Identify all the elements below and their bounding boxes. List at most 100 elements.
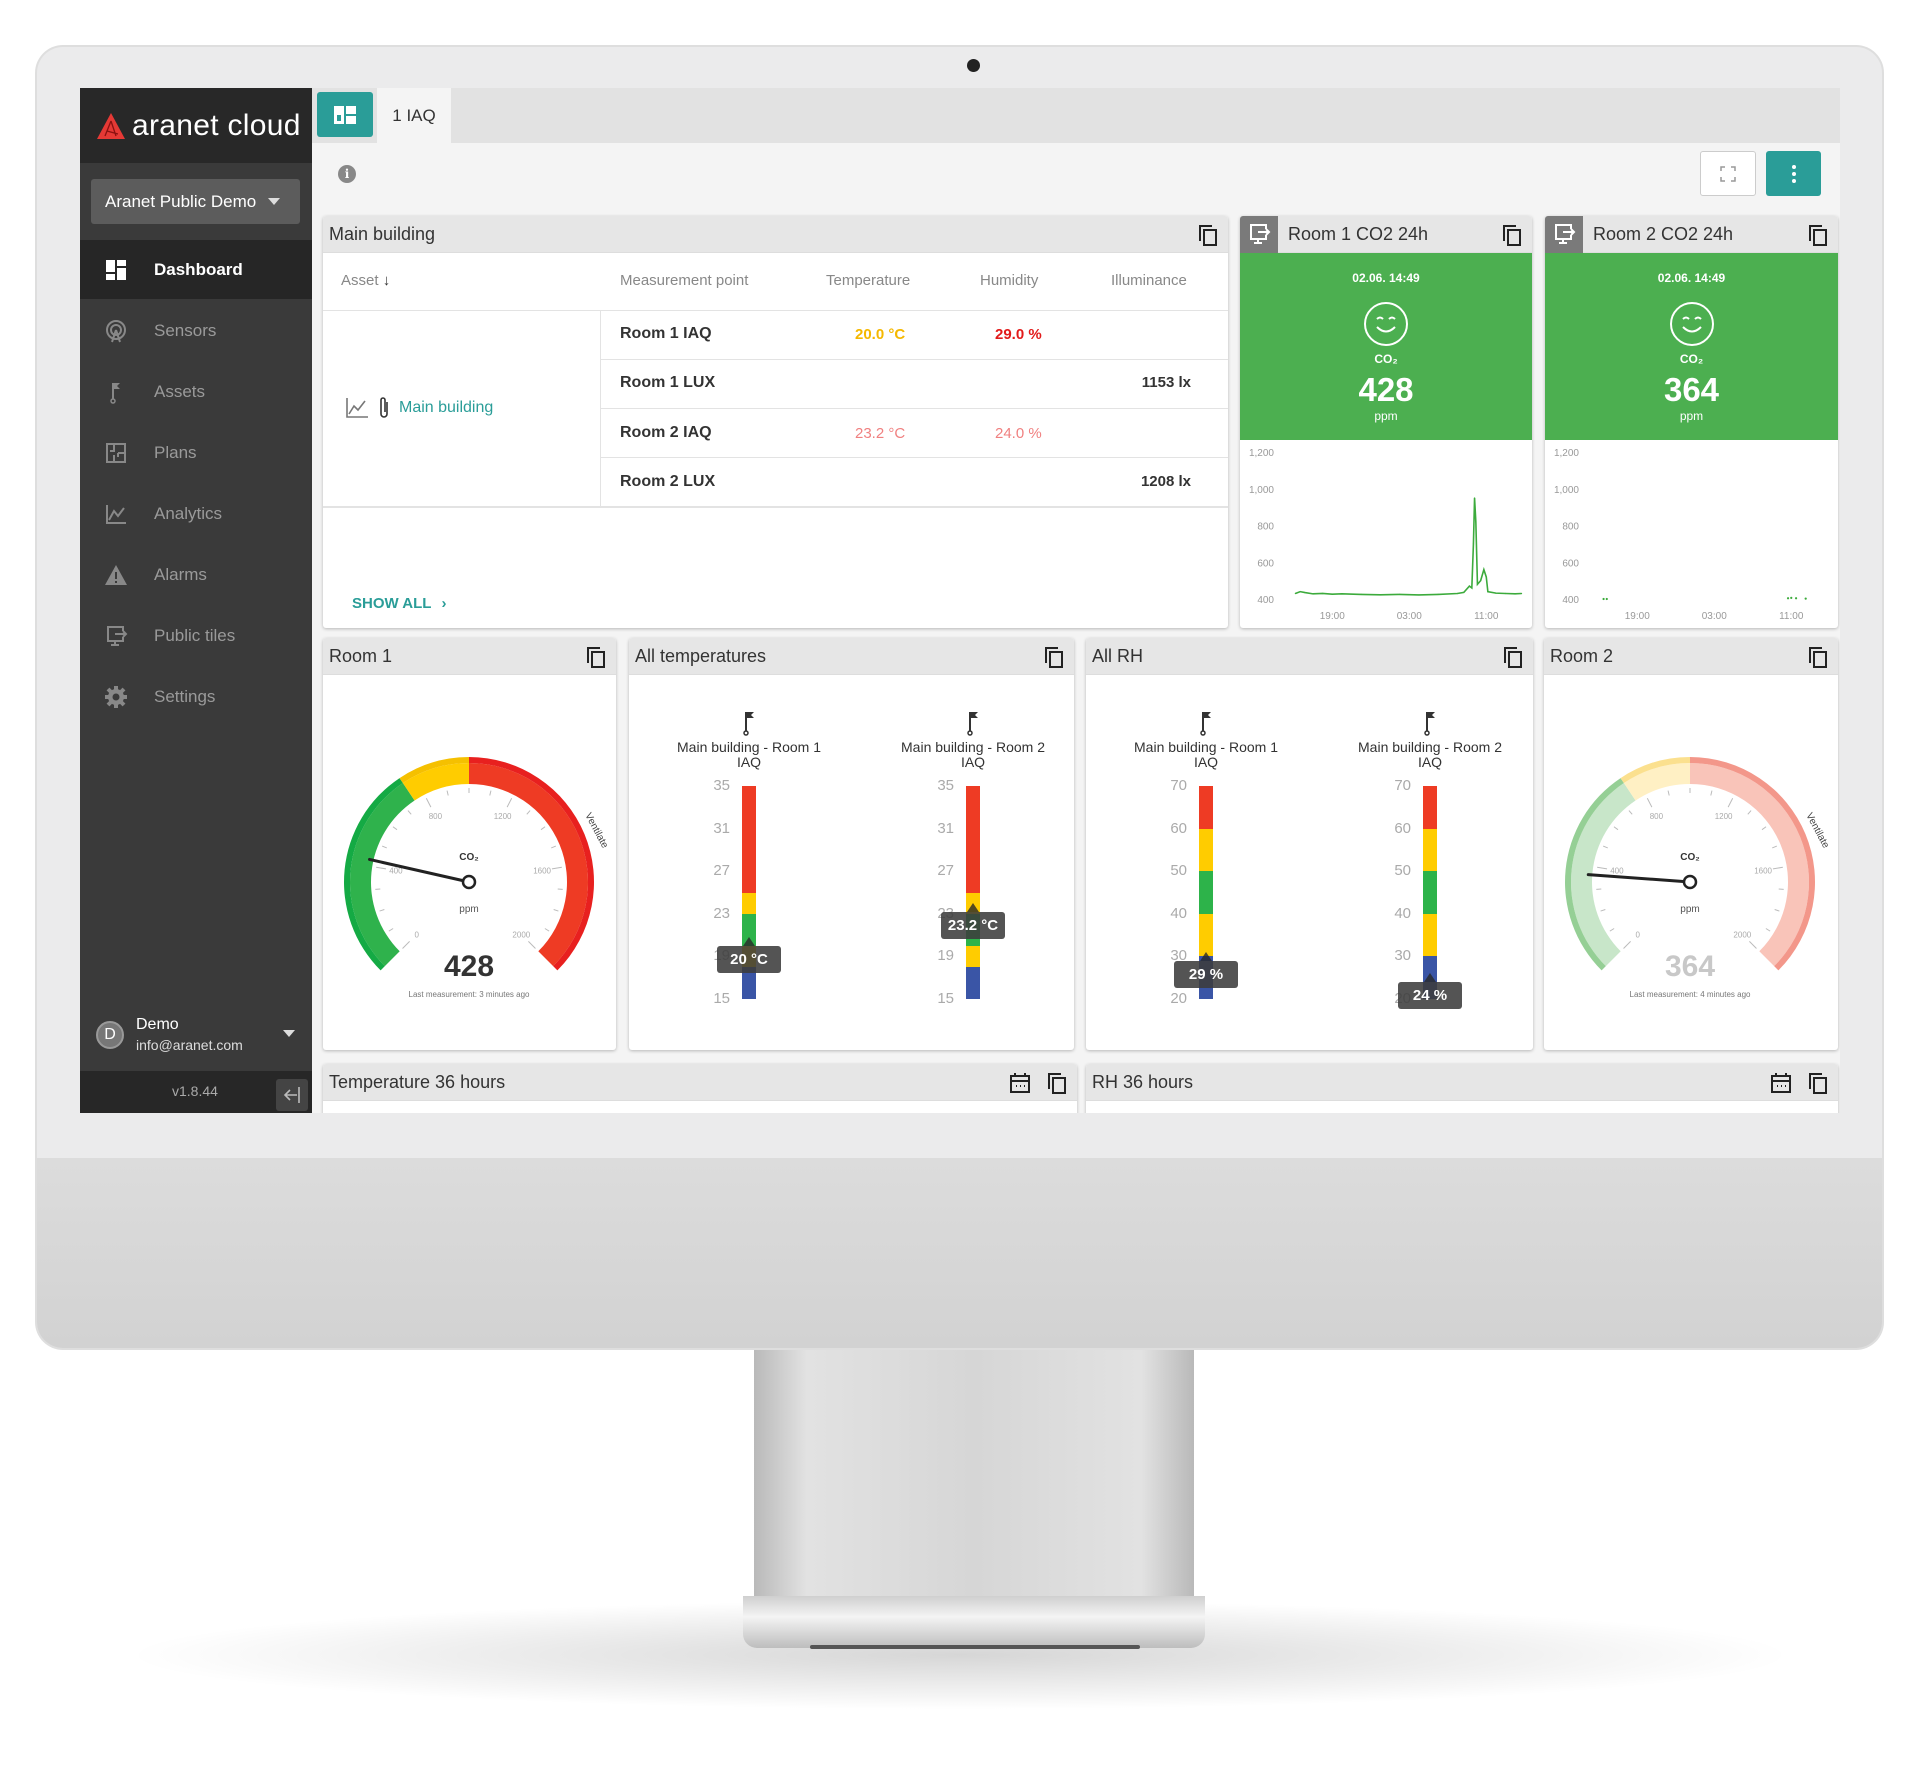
co2-24h-chart: 1,200 1,000 800 600 400 19:00 03:00 11:00 [1554,448,1807,622]
copy-icon[interactable] [1503,646,1523,668]
gauge-tick [1613,826,1619,831]
x-tick-label: 19:00 [1320,611,1345,622]
column-header-asset[interactable]: Asset ↓ [341,272,391,289]
more-options-button[interactable] [1766,151,1821,196]
scale-tick-label: 15 [937,990,954,1007]
chart-line-icon[interactable] [345,397,369,419]
gauge-zone-edge [399,757,469,784]
tile-title: Room 2 CO2 24h [1593,223,1734,244]
copy-icon[interactable] [1502,224,1522,246]
value-pointer-icon [1200,951,1212,961]
show-all-link[interactable]: SHOW ALL › [352,595,447,612]
thermometer-band [1423,871,1437,914]
copy-icon[interactable] [1808,224,1828,246]
column-header-temperature[interactable]: Temperature [826,272,911,289]
gauge-tick [1597,866,1608,870]
gauge-tick-label: 800 [429,812,443,821]
sidebar-item-sensors[interactable]: Sensors [80,301,312,360]
co2-data-point [1476,583,1479,585]
co2-data-point [1399,593,1401,596]
calendar-icon[interactable] [1009,1072,1031,1094]
tile-header: Room 2 CO2 24h [1545,216,1838,253]
copy-icon[interactable] [1198,224,1218,246]
temperature-value: 23.2 °C [855,425,906,442]
measurement-point-room2-iaq[interactable]: Room 2 IAQ [620,424,712,441]
co2-data-point [1504,592,1507,595]
tile-header: All RH [1086,638,1533,675]
scale-tick-label: 60 [1170,819,1187,837]
co2-data-point [1341,593,1343,595]
scale-tick-label: 60 [1394,819,1411,837]
co2-data-point [1468,585,1471,587]
fullscreen-button[interactable] [1700,151,1756,196]
gauge-tick [1623,941,1631,949]
y-tick-label: 400 [1562,595,1579,606]
gauge-tick-label: 1600 [533,866,551,875]
x-tick-label: 03:00 [1702,611,1727,622]
copy-icon[interactable] [586,646,606,668]
camera [967,59,980,72]
collapse-sidebar-button[interactable] [276,1079,308,1111]
copy-icon[interactable] [1808,1072,1828,1094]
scale-tick-label: 30 [1170,947,1187,965]
scale-tick-label: 30 [1394,947,1411,965]
sidebar-item-plans[interactable]: Plans [80,423,312,482]
sidebar-item-label: Plans [154,442,197,462]
gauge-hub [1682,874,1698,890]
scale-tick-label: 35 [713,777,730,794]
sort-down-arrow-icon: ↓ [382,272,391,289]
x-tick-label: 11:00 [1779,611,1804,622]
tab-1-iaq[interactable]: 1 IAQ [377,88,451,143]
sidebar-item-settings[interactable]: Settings [80,667,312,726]
column-header-humidity[interactable]: Humidity [980,272,1039,289]
value-tooltip: 24 % [1398,981,1462,1009]
copy-icon[interactable] [1047,1072,1067,1094]
organization-name: Aranet Public Demo [105,191,257,211]
scale-tick-label: 31 [713,819,730,837]
flag-icon [110,382,120,404]
gauge-tick [1749,941,1757,949]
info-icon[interactable]: i [338,165,356,183]
thermometer-band [1423,913,1437,957]
chart-line-icon [106,504,126,524]
chevron-down-icon [268,198,281,205]
measurement-point-room1-lux[interactable]: Room 1 LUX [620,374,716,391]
organization-dropdown[interactable]: Aranet Public Demo [91,179,300,224]
logo[interactable]: aranet cloud [80,88,312,163]
asset-link[interactable]: Main building [399,399,494,416]
gauge-value: 364 [1665,950,1715,983]
scale-tick-label: 31 [937,819,954,837]
gauge-tick [551,866,562,870]
co2-data-point [1299,591,1301,593]
humidity-value: 29.0 % [995,326,1042,343]
thermometer-band [966,945,980,968]
measurement-time: 02.06. 14:49 [1352,271,1420,285]
scale-tick-label: 35 [937,777,954,794]
sidebar-item-public-tiles[interactable]: Public tiles [80,606,312,665]
chevron-down-icon[interactable] [283,1030,295,1037]
user-menu[interactable]: D Demo info@aranet.com [96,1016,243,1053]
gauge-zone [1690,763,1809,967]
gauge-tick [526,810,531,815]
co2-value: 428 [1358,371,1414,408]
calendar-icon[interactable] [1770,1072,1792,1094]
illuminance-value: 1153 lx [1141,374,1191,391]
sidebar-item-alarms[interactable]: Alarms [80,545,312,604]
sidebar-item-assets[interactable]: Assets [80,362,312,421]
sidebar-item-analytics[interactable]: Analytics [80,484,312,543]
gauge-tick [1774,909,1780,912]
scale-tick-label: 70 [1394,777,1411,794]
sidebar-item-dashboard[interactable]: Dashboard [80,240,312,299]
column-header-measurement-point[interactable]: Measurement point [620,272,749,289]
measurement-point-room1-iaq[interactable]: Room 1 IAQ [620,325,712,342]
all-rh-tile: All RH Main building - Room 1 IAQ 70 60 50 40 3… [1086,638,1533,1050]
gauge-tick-label: 1600 [1754,866,1772,875]
dashboards-button[interactable] [317,92,373,137]
column-header-illuminance[interactable]: Illuminance [1111,272,1187,289]
paperclip-icon[interactable] [377,396,391,420]
smiley-face-icon [1669,302,1714,346]
gauge-tick-label: 2000 [512,930,530,939]
copy-icon[interactable] [1044,646,1064,668]
copy-icon[interactable] [1808,646,1828,668]
measurement-point-room2-lux[interactable]: Room 2 LUX [620,473,716,490]
